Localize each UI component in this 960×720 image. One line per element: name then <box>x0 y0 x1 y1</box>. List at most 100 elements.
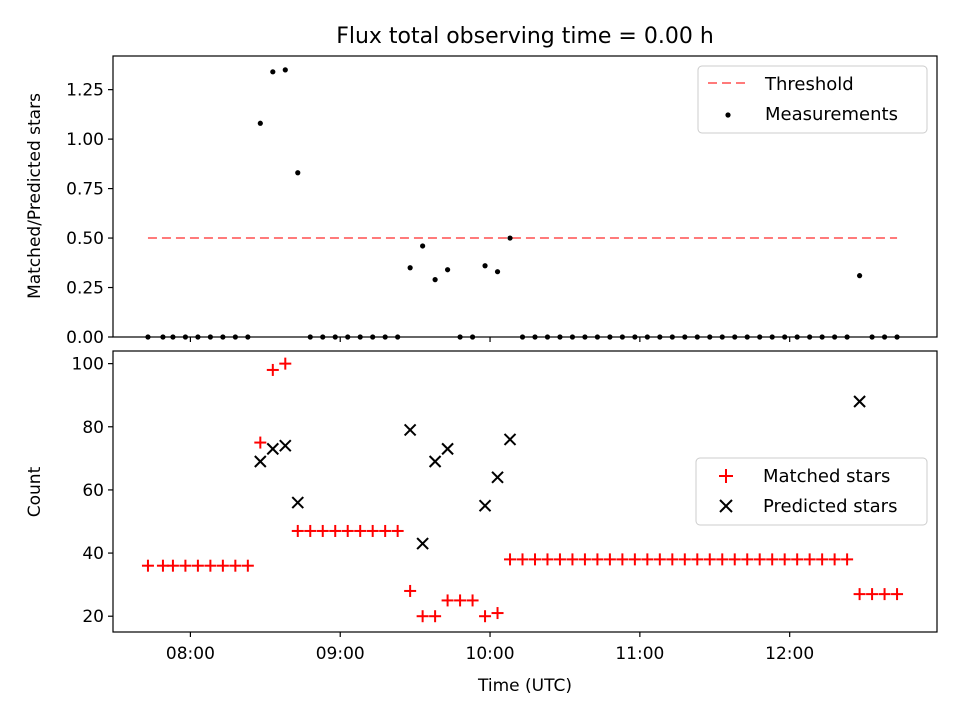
matched-star-point <box>304 524 317 537</box>
bottom-y-tick-label: 60 <box>82 481 104 501</box>
measurement-point <box>494 269 501 275</box>
matched-star-point <box>191 559 204 572</box>
matched-star-point <box>491 607 504 620</box>
matched-star-point <box>504 553 517 566</box>
matched-star-point <box>653 553 666 566</box>
predicted-stars-series <box>254 395 866 550</box>
matched-legend-label: Matched stars <box>763 466 890 487</box>
top-y-axis-label: Matched/Predicted stars <box>25 93 45 299</box>
x-stroke-b <box>441 442 454 456</box>
matched-star-point <box>141 559 154 572</box>
measurements-legend-swatch <box>725 112 731 118</box>
matched-star-point <box>479 610 492 623</box>
bottom-y-axis: 20 40 60 80 100 <box>72 355 113 627</box>
matched-star-point <box>853 588 866 601</box>
measurement-point <box>282 67 288 73</box>
x-stroke-b <box>503 433 517 446</box>
predicted-legend-label: Predicted stars <box>763 496 897 517</box>
matched-star-point <box>716 553 729 566</box>
predicted-star-point <box>266 442 280 456</box>
predicted-star-point <box>491 471 504 484</box>
top-plot-frame <box>112 55 938 338</box>
matched-star-point <box>741 553 754 566</box>
x-tick-label: 10:00 <box>466 644 515 664</box>
x-stroke-b <box>403 423 417 437</box>
predicted-star-point <box>416 537 429 550</box>
x-stroke-b <box>428 455 442 468</box>
x-tick-label: 08:00 <box>166 644 215 664</box>
matched-star-point <box>728 553 741 566</box>
top-y-tick-label: 0.50 <box>66 229 104 249</box>
bottom-legend-box <box>695 457 928 526</box>
matched-star-point <box>341 524 354 537</box>
measurement-point <box>482 263 488 269</box>
bottom-panel: 20 40 60 80 100 08:00 09:00 10:00 11:00 12:00 Co… <box>25 350 938 696</box>
x-stroke-b <box>254 455 267 468</box>
matched-star-point <box>229 559 242 572</box>
matched-star-point <box>591 553 604 566</box>
matched-star-point <box>878 588 891 601</box>
matched-star-point <box>866 588 879 601</box>
matched-star-point <box>166 559 179 572</box>
x-axis-label: Time (UTC) <box>477 676 572 696</box>
x-stroke-b <box>478 499 492 512</box>
matched-star-point <box>628 553 641 566</box>
matched-star-point <box>816 553 829 566</box>
matched-star-point <box>541 553 554 566</box>
bottom-y-tick-label: 80 <box>82 418 104 438</box>
matched-star-point <box>266 363 279 376</box>
matched-star-point <box>316 524 329 537</box>
matched-star-point <box>891 588 904 601</box>
measurement-point <box>444 267 451 273</box>
predicted-star-point <box>441 442 454 456</box>
measurement-point <box>407 265 413 271</box>
matched-star-point <box>516 553 529 566</box>
threshold-legend-label: Threshold <box>764 74 854 95</box>
matched-star-point <box>803 553 816 566</box>
matched-star-point <box>279 357 292 370</box>
matched-star-point <box>666 553 679 566</box>
bottom-legend: Matched stars Predicted stars <box>695 457 928 526</box>
matched-star-point <box>466 594 479 607</box>
top-y-tick-label: 0.25 <box>66 279 104 299</box>
matched-star-point <box>429 610 442 623</box>
matched-star-point <box>678 553 691 566</box>
x-stroke-b <box>279 439 292 452</box>
measurement-point <box>420 243 426 249</box>
x-stroke-b <box>853 395 866 408</box>
bottom-plot-frame <box>112 350 938 633</box>
predicted-legend-swatch <box>719 499 733 513</box>
matched-star-point <box>391 524 404 537</box>
top-y-tick-label: 1.00 <box>66 130 104 150</box>
predicted-star-point <box>254 455 267 468</box>
top-panel: Flux total observing time = 0.00 h 0.000… <box>25 24 938 348</box>
top-chart-title: Flux total observing time = 0.00 h <box>336 24 714 49</box>
predicted-star-point <box>428 455 442 468</box>
measurement-point <box>507 235 513 241</box>
bottom-y-tick-label: 20 <box>82 607 104 627</box>
measurement-point <box>432 277 438 283</box>
matched-star-point <box>641 553 654 566</box>
matched-stars-series <box>141 357 904 623</box>
matched-star-point <box>179 559 192 572</box>
matched-star-point <box>766 553 779 566</box>
matched-star-point <box>791 553 804 566</box>
matched-star-point <box>578 553 591 566</box>
predicted-star-point <box>403 423 417 437</box>
matched-star-point <box>379 524 392 537</box>
matched-star-point <box>254 436 267 449</box>
predicted-star-point <box>853 395 866 408</box>
bottom-y-tick-label: 40 <box>82 544 104 564</box>
matched-star-point <box>616 553 629 566</box>
matched-star-point <box>691 553 704 566</box>
matched-legend-swatch <box>719 469 733 483</box>
matched-star-point <box>216 559 229 572</box>
matched-star-point <box>454 594 467 607</box>
measurements-legend-label: Measurements <box>765 104 898 125</box>
top-legend: Threshold Measurements <box>697 65 928 134</box>
matched-star-point <box>753 553 766 566</box>
matched-star-point <box>241 559 254 572</box>
matched-star-point <box>329 524 342 537</box>
top-x-axis-ticks <box>189 337 791 342</box>
